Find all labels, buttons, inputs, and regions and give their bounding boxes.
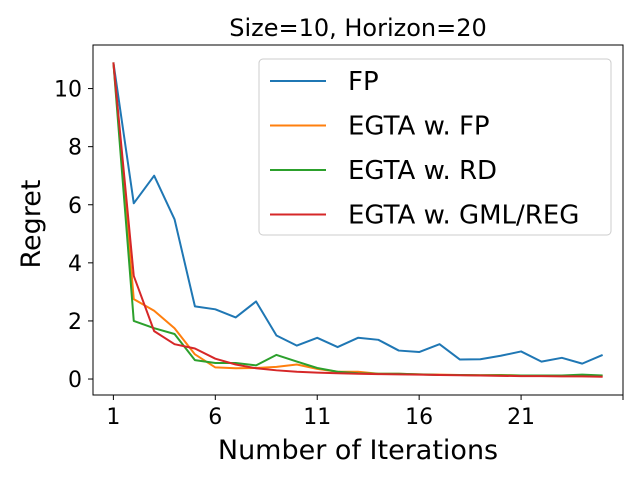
series-line-egta-w-gml-reg [112,62,603,378]
legend-label: EGTA w. RD [348,156,497,186]
y-tick-label: 2 [68,310,82,335]
y-tick-label: 6 [68,194,82,219]
y-tick-label: 0 [68,368,82,393]
legend-label: EGTA w. GML/REG [348,201,579,231]
y-tick-label: 8 [68,136,82,161]
x-axis-label: Number of Iterations [218,435,498,466]
x-tick-label: 1 [106,405,120,430]
x-tick-label: 6 [208,405,222,430]
legend-label: EGTA w. FP [348,112,490,142]
legend-label: FP [348,67,379,97]
plot-frame [92,44,624,396]
legend-box [258,58,612,236]
legend-items: FP EGTA w. FP EGTA w. RD EGTA w. GML/REG [270,67,579,231]
y-axis-label: Regret [16,179,47,268]
y-tick-label: 10 [54,78,82,103]
x-tick-label: 21 [507,405,535,430]
y-tick-label: 4 [68,252,82,277]
series-line-fp [112,62,604,365]
series-lines [112,62,604,378]
x-tick-label: 11 [303,405,331,430]
x-axis-ticks: 1 6 11 16 21 [106,395,624,430]
chart-title: Size=10, Horizon=20 [229,14,487,42]
y-axis-ticks: 0 2 4 6 8 10 [54,78,93,393]
x-tick-label: 16 [405,405,433,430]
legend: FP EGTA w. FP EGTA w. RD EGTA w. GML/REG [258,58,612,236]
